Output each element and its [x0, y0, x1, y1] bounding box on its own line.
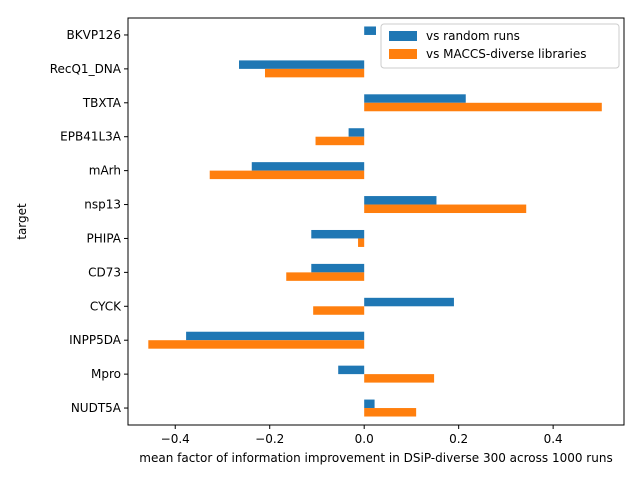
- bar-series-0-mArh: [251, 162, 365, 171]
- y-tick-label: CD73: [88, 265, 121, 279]
- bar-series-1-INPP5DA: [148, 340, 365, 349]
- x-tick-label: −0.4: [161, 432, 190, 446]
- y-axis-ticks: BKVP126 RecQ1_DNA TBXTA EPB41L3A mArh nsp13 PH…: [50, 28, 128, 415]
- bar-series-0-TBXTA: [364, 94, 466, 103]
- bar-series-1-NUDT5A: [364, 408, 417, 417]
- x-axis-ticks: −0.4 −0.2 0.0 0.2 0.4: [161, 425, 563, 446]
- y-tick-label: RecQ1_DNA: [50, 62, 122, 76]
- bar-series-1-TBXTA: [364, 102, 602, 112]
- y-tick-label: BKVP126: [67, 28, 121, 42]
- bar-series-1-EPB41L3A: [315, 136, 365, 146]
- bar-series-1-nsp13: [364, 204, 527, 214]
- bar-series-1-CYCK: [313, 306, 365, 315]
- legend-label-1: vs MACCS-diverse libraries: [426, 47, 587, 61]
- y-tick-label: mArh: [89, 164, 121, 178]
- bar-series-0-INPP5DA: [186, 331, 365, 341]
- x-tick-label: 0.4: [544, 432, 563, 446]
- y-tick-label: CYCK: [90, 299, 122, 313]
- plot-frame: [127, 17, 625, 426]
- y-tick-label: INPP5DA: [69, 333, 122, 347]
- x-axis-label: mean factor of information improvement i…: [139, 451, 612, 465]
- legend: vs random runs vs MACCS-diverse libraries: [380, 23, 620, 69]
- y-tick-label: NUDT5A: [71, 401, 122, 415]
- bar-series-1-mArh: [209, 170, 365, 180]
- bar-series-1-PHIPA: [358, 238, 365, 247]
- bar-series-0-BKVP126: [364, 26, 376, 35]
- x-tick-label: 0.2: [449, 432, 468, 446]
- bar-series-0-CD73: [311, 263, 365, 273]
- bar-series-0-CYCK: [364, 297, 454, 307]
- legend-label-0: vs random runs: [426, 29, 520, 43]
- bars: [148, 26, 602, 417]
- x-tick-label: −0.2: [255, 432, 284, 446]
- bar-series-0-RecQ1_DNA: [239, 60, 365, 69]
- bar-series-1-Mpro: [364, 374, 435, 383]
- legend-box: [380, 23, 620, 69]
- bar-series-1-CD73: [286, 272, 365, 281]
- legend-swatch-0: [389, 31, 417, 41]
- y-tick-label: TBXTA: [82, 96, 122, 110]
- y-tick-label: Mpro: [91, 367, 121, 381]
- y-tick-label: PHIPA: [87, 231, 122, 245]
- bar-series-0-PHIPA: [311, 229, 365, 239]
- y-tick-label: EPB41L3A: [60, 130, 122, 144]
- y-axis-label: target: [15, 203, 29, 240]
- bar-series-0-EPB41L3A: [348, 128, 365, 137]
- bar-series-1-RecQ1_DNA: [264, 68, 365, 78]
- bar-series-0-NUDT5A: [364, 399, 375, 409]
- bar-series-0-nsp13: [364, 196, 437, 205]
- legend-swatch-1: [389, 49, 417, 59]
- bar-series-0-Mpro: [338, 365, 365, 375]
- x-tick-label: 0.0: [355, 432, 374, 446]
- y-tick-label: nsp13: [84, 198, 121, 212]
